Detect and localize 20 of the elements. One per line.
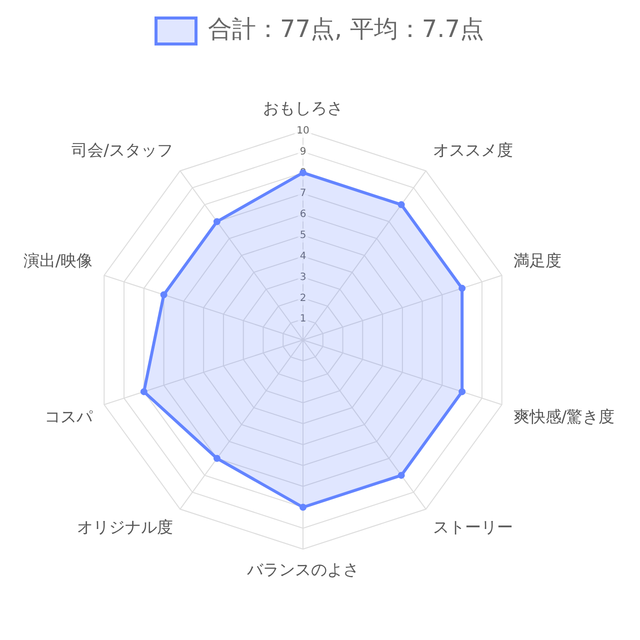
spoke-label: オススメ度: [432, 140, 513, 160]
spoke-label: バランスのよさ: [246, 560, 359, 579]
y-tick-label: 2: [300, 292, 306, 304]
y-tick-label: 10: [296, 126, 310, 137]
spoke-label: 爽快感/驚き度: [513, 407, 615, 426]
y-tick-label: 4: [300, 250, 306, 262]
spoke-label: コスパ: [44, 407, 94, 426]
y-tick-label: 3: [300, 272, 306, 283]
spoke-label: オリジナル度: [77, 518, 174, 537]
spoke-label: 演出/映像: [23, 251, 93, 270]
spoke-label: ストーリー: [432, 518, 513, 537]
y-tick-label: 7: [300, 188, 306, 200]
spoke-label: おもしろさ: [263, 98, 343, 118]
y-tick-label: 9: [300, 146, 306, 158]
y-tick-label: 6: [300, 209, 306, 220]
y-tick-label: 1: [300, 314, 306, 325]
spoke-label: 満足度: [513, 251, 562, 270]
y-tick-label: 5: [300, 230, 306, 242]
spoke-label: 司会/スタッフ: [72, 140, 174, 160]
legend-label: 合計：77点, 平均：7.7点: [208, 15, 484, 44]
